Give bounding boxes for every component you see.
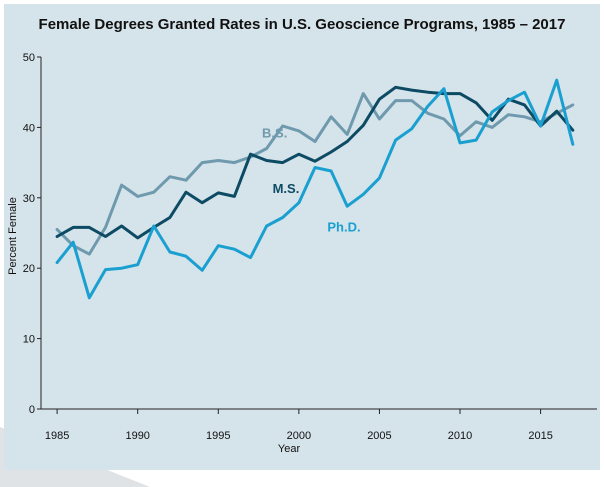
y-tick-label: 0 xyxy=(29,404,35,416)
y-tick-label: 40 xyxy=(23,122,35,134)
x-tick-label: 2010 xyxy=(448,430,472,442)
legend-label-b-s: B.S. xyxy=(262,125,287,140)
chart-panel: 0 10 20 30 40 50 1985 1990 1995 2000 2005 2010 2015 Y… xyxy=(4,4,600,470)
chart-title: Female Degrees Granted Rates in U.S. Geo… xyxy=(38,16,566,33)
series-line-ph-d xyxy=(55,78,575,300)
y-tick-label: 30 xyxy=(23,193,35,205)
x-tick-label: 1995 xyxy=(206,430,230,442)
x-tick-label: 1985 xyxy=(45,430,69,442)
x-tick-label: 2000 xyxy=(287,430,311,442)
chart-plot: 0 10 20 30 40 50 1985 1990 1995 2000 2005 2010 2015 Y… xyxy=(7,52,597,455)
x-tick-label: 2005 xyxy=(367,430,391,442)
y-axis-label: Percent Female xyxy=(7,197,19,275)
x-axis-label: Year xyxy=(278,443,301,455)
series-line-m-s xyxy=(55,85,575,240)
x-tick-label: 1990 xyxy=(125,430,149,442)
y-tick-label: 20 xyxy=(23,263,35,275)
legend-label-ph-d: Ph.D. xyxy=(327,220,360,235)
x-tick-label: 2015 xyxy=(528,430,552,442)
y-tick-label: 10 xyxy=(23,334,35,346)
series-line-b-s xyxy=(55,92,575,256)
y-tick-label: 50 xyxy=(23,52,35,64)
legend-label-m-s: M.S. xyxy=(273,181,300,196)
